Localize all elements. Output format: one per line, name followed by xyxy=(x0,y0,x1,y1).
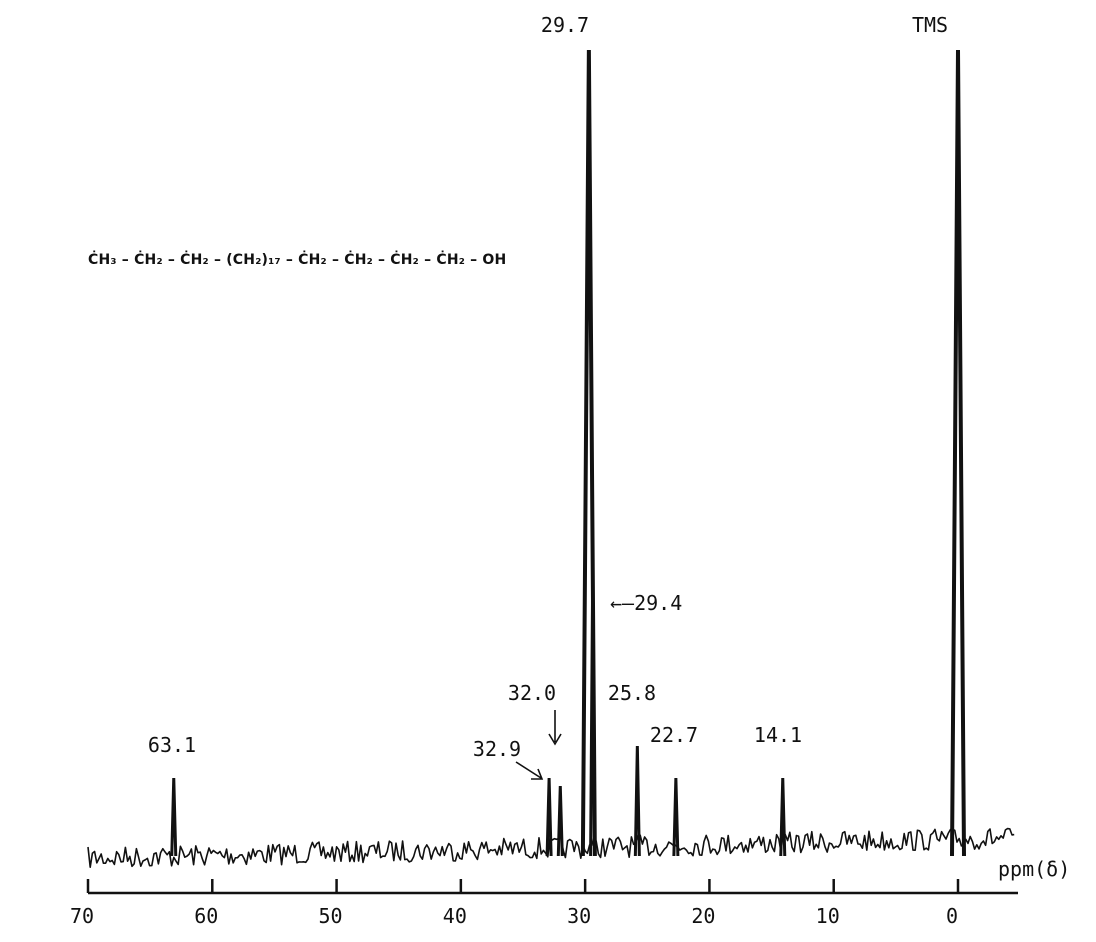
peak-14.1 xyxy=(779,777,787,857)
peak-label-32.9: 32.9 xyxy=(473,737,521,761)
peak-label-32.0: 32.0 xyxy=(508,681,556,705)
x-ticks: 70 60 50 40 30 20 10 0 xyxy=(70,879,960,928)
peak-29.4 xyxy=(589,585,597,857)
molecule-formula: ĊH₃ – ĊH₂ – ĊH₂ – (CH₂)₁₇ – ĊH₂ – ĊH₂ – … xyxy=(88,252,507,268)
peak-arrows xyxy=(515,710,562,780)
x-tick-label-70: 70 xyxy=(70,904,94,928)
peak-label-22.7: 22.7 xyxy=(650,723,698,747)
peak-label-TMS: TMS xyxy=(912,13,948,37)
x-tick-label-50: 50 xyxy=(319,904,343,928)
peak-label-14.1: 14.1 xyxy=(754,723,802,747)
x-tick-label-10: 10 xyxy=(816,904,840,928)
peaks-group xyxy=(170,49,966,857)
x-tick-label-20: 20 xyxy=(691,904,715,928)
arrow-32-9 xyxy=(515,761,544,780)
peak-labels: 63.1 32.9 32.0 29.7 ←—29.4 25.8 22.7 14.1 TMS xyxy=(148,13,948,761)
x-tick-label-40: 40 xyxy=(443,904,467,928)
peak-label-63.1: 63.1 xyxy=(148,733,196,757)
peak-25.8 xyxy=(633,745,641,857)
x-tick-label-0: 0 xyxy=(946,904,958,928)
peak-32.9 xyxy=(545,777,553,857)
peak-label-25.8: 25.8 xyxy=(608,681,656,705)
peak-63.1 xyxy=(170,777,178,857)
peak-label-29.4: ←—29.4 xyxy=(610,591,682,615)
arrow-32-0 xyxy=(548,710,562,746)
peak-32.0 xyxy=(556,785,564,857)
peak-TMS xyxy=(950,49,966,857)
x-tick-label-30: 30 xyxy=(567,904,591,928)
x-tick-label-60: 60 xyxy=(194,904,218,928)
x-axis-label: ppm(δ) xyxy=(998,857,1070,881)
peak-label-29.7: 29.7 xyxy=(541,13,589,37)
peak-22.7 xyxy=(672,777,680,857)
